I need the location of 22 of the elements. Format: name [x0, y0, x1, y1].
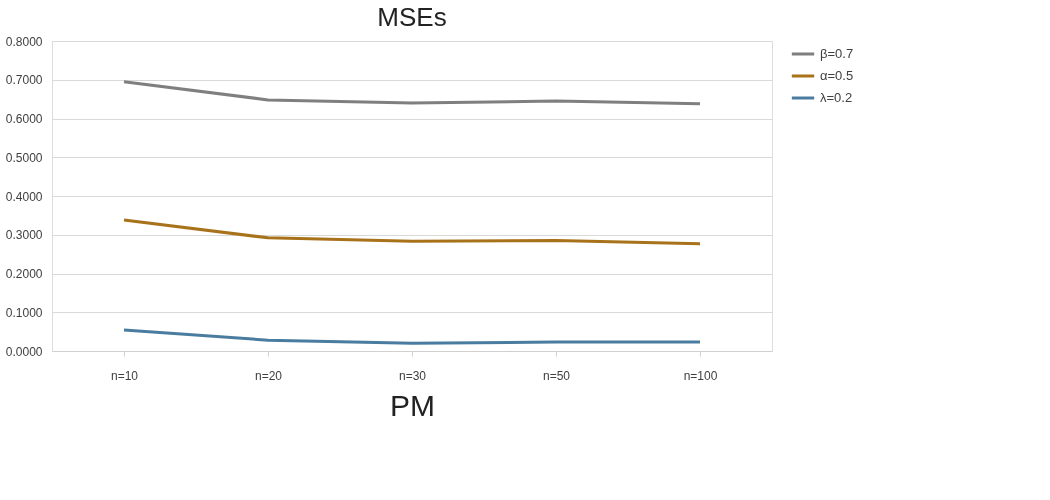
- y-tick-label: 0.5000: [5, 150, 43, 165]
- legend-label: α=0.5: [820, 68, 854, 83]
- legend-label: λ=0.2: [820, 90, 853, 105]
- y-tick-label: 0.3000: [5, 228, 43, 243]
- y-tick-label: 0.7000: [5, 73, 43, 88]
- y-tick-label: 0.6000: [5, 112, 43, 126]
- x-tick-label: n=10: [110, 368, 139, 383]
- line-series: [122, 80, 702, 106]
- chart-title: MSEs: [377, 2, 447, 32]
- y-tick-label: 0.0000: [5, 344, 43, 359]
- line-series: [122, 328, 702, 345]
- x-tick-label: n=30: [398, 368, 427, 383]
- legend-label: β=0.7: [820, 46, 854, 61]
- y-tick-label: 0.8000: [5, 34, 43, 49]
- y-tick-label: 0.2000: [5, 267, 43, 281]
- x-axis-title: PM: [390, 388, 435, 422]
- y-tick-label: 0.1000: [5, 305, 43, 320]
- y-tick-label: 0.4000: [5, 189, 43, 204]
- x-tick-label: n=50: [542, 368, 571, 383]
- x-tick-label: n=20: [254, 368, 283, 383]
- x-tick-label: n=100: [683, 368, 718, 383]
- line-series: [122, 218, 702, 246]
